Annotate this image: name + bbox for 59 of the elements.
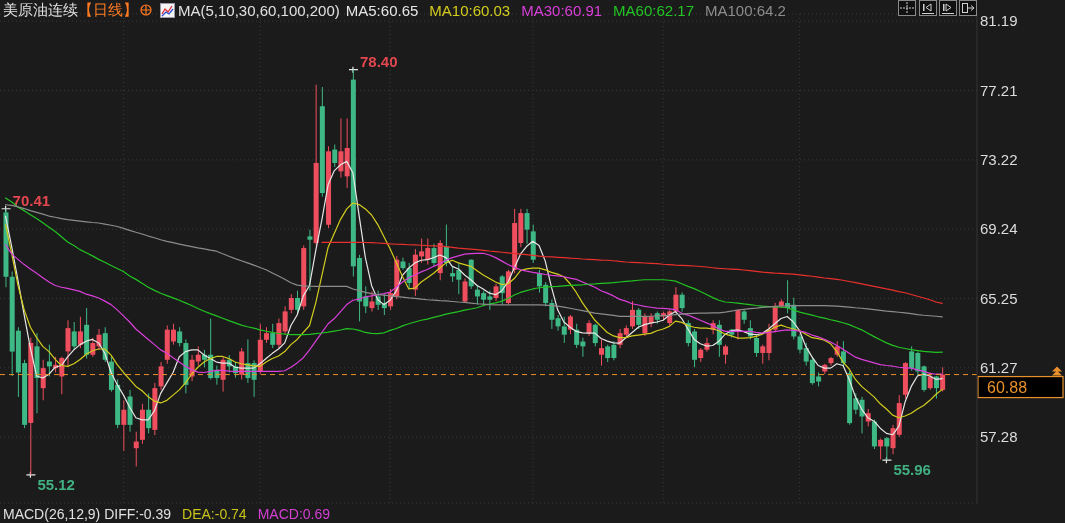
candlestick bbox=[462, 278, 468, 304]
y-tick-label: 81.19 bbox=[980, 12, 1018, 30]
y-tick-label: 73.22 bbox=[980, 151, 1018, 169]
candlestick bbox=[133, 431, 139, 467]
candlestick bbox=[121, 399, 127, 452]
candlestick bbox=[332, 144, 338, 168]
ref-line-label: 60.88 bbox=[987, 379, 1028, 397]
legend-title: MA(5,10,30,60,100,200) bbox=[178, 1, 340, 19]
annotation: 55.96 bbox=[893, 461, 931, 479]
candlestick bbox=[555, 314, 561, 332]
candlestick bbox=[630, 300, 635, 330]
candlestick bbox=[71, 321, 77, 351]
candlestick bbox=[65, 319, 71, 367]
candlestick bbox=[561, 316, 567, 344]
annotation: 78.40 bbox=[359, 52, 398, 70]
chart-subtitle: 【日线】 bbox=[78, 0, 138, 20]
candlestick bbox=[598, 338, 604, 367]
candlestick bbox=[754, 333, 760, 358]
text: MA100:64.2 bbox=[705, 1, 786, 19]
candlestick bbox=[288, 293, 294, 314]
y-tick-label: 65.25 bbox=[980, 289, 1018, 307]
candlestick bbox=[524, 208, 530, 245]
candlestick bbox=[549, 298, 555, 330]
text: MA30:60.91 bbox=[521, 1, 603, 19]
text: MA60:62.17 bbox=[613, 1, 694, 19]
candlestick bbox=[276, 318, 282, 349]
candlestick bbox=[307, 229, 313, 292]
candlestick bbox=[636, 307, 642, 330]
candlestick bbox=[270, 323, 276, 349]
candlestick bbox=[797, 333, 803, 354]
candlestick bbox=[338, 117, 344, 179]
candlestick bbox=[77, 316, 83, 349]
chart-title: 美原油连续 bbox=[3, 0, 78, 20]
candlestick bbox=[840, 340, 846, 368]
candlestick bbox=[723, 344, 729, 365]
candlestick bbox=[592, 323, 598, 347]
candlestick bbox=[369, 290, 375, 313]
y-tick-label: 69.24 bbox=[980, 220, 1018, 238]
y-tick-label: 77.21 bbox=[980, 81, 1018, 99]
annotation: 55.12 bbox=[37, 475, 75, 493]
candlestick bbox=[878, 438, 884, 460]
candlestick bbox=[177, 326, 183, 347]
annotation: 70.41 bbox=[12, 191, 51, 209]
y-tick-label: 61.27 bbox=[980, 359, 1018, 377]
candlestick bbox=[40, 359, 46, 401]
y-tick-label: 57.28 bbox=[980, 428, 1018, 446]
candlestick bbox=[884, 436, 890, 461]
candlestick bbox=[567, 314, 573, 335]
candlestick bbox=[679, 291, 685, 313]
text: MA10:60.03 bbox=[429, 1, 511, 19]
text: MA5:60.65 bbox=[345, 1, 419, 19]
candlestick bbox=[940, 366, 946, 393]
candlestick bbox=[282, 305, 288, 335]
text: MACD:0.69 bbox=[257, 506, 331, 522]
candlestick bbox=[295, 290, 301, 314]
text: MACD(26,12,9) DIFF:-0.39 bbox=[3, 506, 172, 522]
line-series bbox=[321, 241, 943, 304]
candlestick bbox=[158, 361, 164, 391]
text: DEA:-0.74 bbox=[182, 506, 247, 522]
